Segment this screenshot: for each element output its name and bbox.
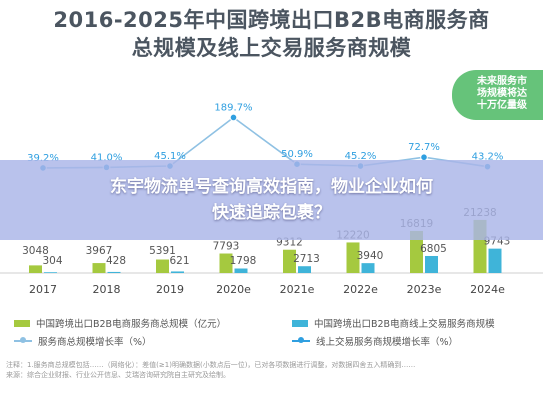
growth-label-2021e: 50.9% — [281, 149, 313, 160]
legend-label-total-bar: 中国跨境出口B2B电商服务商总规模（亿元） — [36, 319, 227, 330]
x-tick-2021e: 2021e — [280, 283, 315, 296]
footnote-line1: 注释：1.服务商总规模包括……（网络化）：差值(≥1)明确数据(小数点后一位)，… — [6, 361, 416, 369]
value-label-online-2018: 428 — [106, 255, 126, 267]
banner-line2: 快速追踪包裹？ — [212, 203, 331, 223]
bar-online-2024e — [488, 248, 502, 273]
x-tick-2022e: 2022e — [343, 283, 378, 296]
bar-total-2021e — [283, 249, 296, 273]
value-label-online-2022e: 3940 — [357, 250, 384, 262]
legend-item-total-growth: 服务商总规模增长率（%） — [14, 334, 152, 348]
chart-title-line1: 2016-2025年中国跨境出口B2B电商服务商 — [53, 8, 490, 32]
legend-label-online-bar: 中国跨境出口B2B电商线上交易服务商规模 — [314, 319, 495, 330]
value-label-online-2017: 304 — [42, 255, 62, 267]
legend-swatch-total-bar — [14, 319, 30, 327]
growth-label-2020e: 189.7% — [214, 102, 252, 113]
legend-item-total-bar: 中国跨境出口B2B电商服务商总规模（亿元） — [14, 316, 226, 330]
legend-item-online-growth: 线上交易服务商规模增长率（%） — [292, 334, 458, 348]
bar-online-2019 — [171, 271, 184, 273]
chart-title: 2016-2025年中国跨境出口B2B电商服务商 总规模及线上交易服务商规模 — [0, 6, 543, 62]
growth-label-2019: 45.1% — [154, 151, 186, 162]
overlay-banner[interactable]: 东宇物流单号查询高效指南，物业企业如何 快速追踪包裹？ — [0, 160, 543, 240]
bar-total-2023e — [410, 230, 423, 273]
x-tick-2024e: 2024e — [470, 283, 505, 296]
value-label-total-2020e: 7793 — [213, 241, 240, 253]
forecast-callout: 未来服务市 场规模将达 十万亿量级 — [452, 70, 543, 120]
bar-online-2020e — [234, 268, 248, 273]
growth-label-2022e: 45.2% — [345, 151, 377, 162]
footnote: 注释：1.服务商总规模包括……（网络化）：差值(≥1)明确数据(小数点后一位)，… — [6, 360, 537, 380]
bar-online-2018 — [107, 271, 121, 273]
bar-online-2023e — [425, 255, 438, 273]
bar-online-2021e — [298, 266, 311, 273]
value-label-total-2017: 3048 — [22, 245, 49, 257]
x-tick-2020e: 2020e — [216, 283, 251, 296]
bar-total-2022e — [346, 242, 360, 273]
x-tick-2019: 2019 — [156, 283, 184, 296]
value-label-online-2021e: 2713 — [293, 253, 320, 265]
legend: 中国跨境出口B2B电商服务商总规模（亿元） 中国跨境出口B2B电商线上交易服务商… — [0, 312, 543, 348]
value-label-total-2018: 3967 — [86, 245, 113, 257]
x-tick-2018: 2018 — [93, 283, 121, 296]
bar-online-2017 — [44, 272, 57, 273]
x-tick-2023e: 2023e — [407, 283, 442, 296]
x-tick-2017: 2017 — [29, 283, 57, 296]
value-label-online-2019: 621 — [169, 255, 189, 267]
growth-label-2024e: 43.2% — [472, 152, 504, 163]
callout-line2: 场规模将达 — [477, 88, 527, 99]
bar-online-2022e — [361, 263, 375, 273]
legend-swatch-online-growth — [292, 337, 310, 343]
growth-label-2017: 39.2% — [27, 153, 59, 164]
legend-swatch-total-growth — [14, 337, 32, 343]
value-label-total-2019: 5391 — [149, 245, 176, 257]
bar-total-2019 — [156, 259, 169, 273]
bar-total-2017 — [29, 265, 42, 273]
growth-point-2020e — [229, 113, 238, 122]
value-label-online-2023e: 6805 — [420, 243, 447, 255]
legend-swatch-online-bar — [292, 319, 308, 327]
callout-line1: 未来服务市 — [477, 76, 527, 87]
growth-label-2023e: 72.7% — [408, 142, 440, 153]
value-label-online-2020e: 1798 — [230, 255, 257, 267]
legend-label-online-growth: 线上交易服务商规模增长率（%） — [316, 337, 459, 348]
growth-label-2018: 41.0% — [91, 152, 123, 163]
footnote-line2: 来源：综合企业财报、行业公开信息、艾瑞咨询研究院自主研究及绘制。 — [6, 371, 230, 379]
legend-item-online-bar: 中国跨境出口B2B电商线上交易服务商规模 — [292, 316, 495, 330]
chart-title-line2: 总规模及线上交易服务商规模 — [131, 36, 412, 60]
banner-line1: 东宇物流单号查询高效指南，物业企业如何 — [110, 177, 433, 197]
bar-total-2020e — [219, 253, 233, 273]
legend-label-total-growth: 服务商总规模增长率（%） — [38, 337, 152, 348]
bar-total-2018 — [92, 263, 106, 273]
callout-line3: 十万亿量级 — [477, 100, 527, 111]
